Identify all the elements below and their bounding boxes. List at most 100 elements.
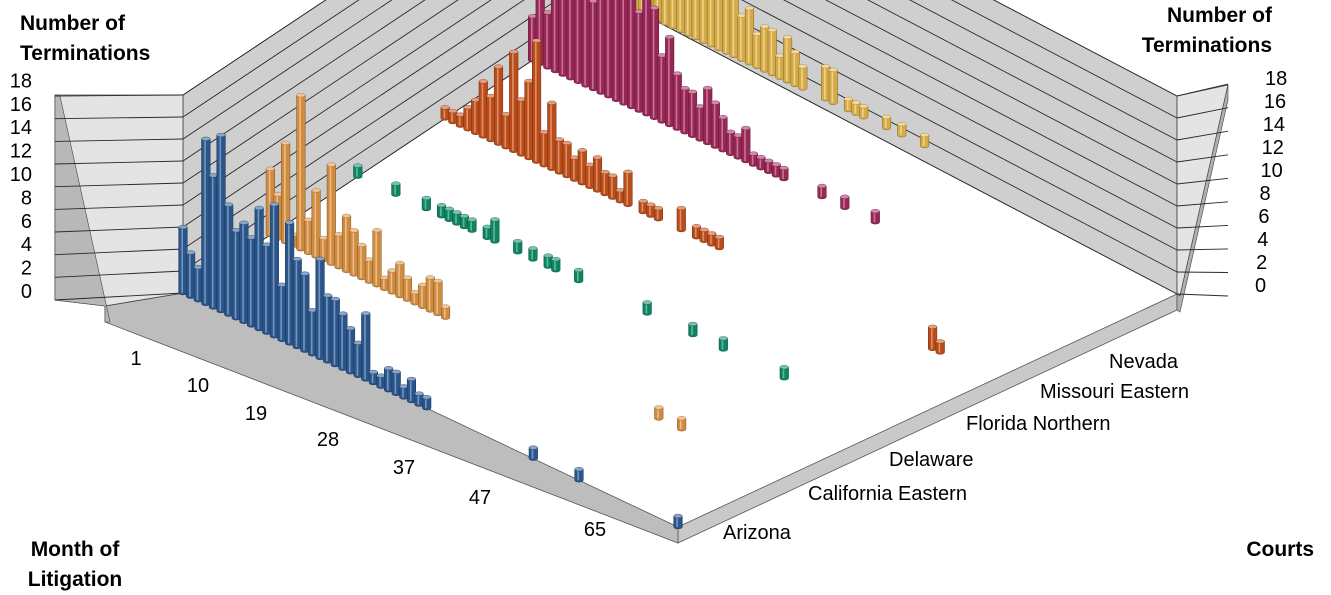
bar-highlight — [652, 7, 655, 118]
bar-top — [224, 202, 234, 207]
bar-body — [767, 29, 777, 77]
bar-top — [779, 165, 789, 171]
bar-top — [414, 391, 424, 396]
bar-highlight — [717, 0, 719, 49]
bar-top — [710, 100, 720, 105]
bar-top — [779, 365, 789, 370]
bar-top — [673, 513, 683, 519]
bar — [292, 256, 302, 350]
bar — [467, 217, 477, 233]
bar-top — [440, 105, 450, 110]
y-tick-label-right: 6 — [1258, 206, 1269, 228]
bar — [707, 231, 717, 247]
bar — [574, 267, 584, 284]
bar-top — [277, 282, 287, 287]
bar-top — [346, 326, 356, 331]
bar-top — [380, 275, 390, 280]
bar-body — [779, 167, 789, 182]
y-tick-label-left: 6 — [21, 211, 32, 233]
bar-highlight — [371, 372, 374, 383]
bar-body — [592, 157, 603, 193]
bar-highlight — [394, 371, 397, 394]
bar-top — [657, 53, 667, 58]
bar-body — [722, 0, 732, 55]
bar-top — [273, 192, 283, 197]
bar — [665, 34, 675, 128]
bar-highlight — [337, 234, 339, 268]
bar-top — [695, 104, 705, 109]
bar-top — [767, 27, 777, 33]
bar-highlight — [725, 0, 727, 53]
bar-top — [402, 275, 412, 280]
bar-body — [782, 36, 793, 84]
bar-highlight — [710, 233, 712, 245]
bar-highlight — [694, 226, 697, 238]
bar-highlight — [801, 66, 803, 89]
y-axis-title-left-line2: Terminations — [20, 42, 150, 65]
bar — [296, 93, 306, 252]
bar — [760, 24, 770, 73]
gridline — [182, 0, 1178, 163]
bar-highlight — [398, 263, 400, 296]
bar-top — [441, 304, 451, 309]
bar-highlight — [637, 11, 640, 111]
bar-highlight — [698, 106, 701, 140]
bar-highlight — [611, 175, 613, 198]
bar-highlight — [675, 73, 678, 129]
bar-top — [532, 38, 542, 43]
month-tick-label: 10 — [187, 375, 209, 397]
gridline — [54, 226, 184, 233]
bar-highlight — [546, 255, 549, 267]
bar — [311, 188, 321, 259]
bar-highlight — [782, 367, 785, 379]
gridline — [182, 0, 1178, 119]
bar-body — [680, 87, 690, 135]
bar-highlight — [387, 368, 389, 391]
bar — [395, 260, 405, 299]
y-tick-label-left: 8 — [21, 187, 32, 209]
bar-highlight — [512, 51, 514, 151]
bar-highlight — [820, 186, 822, 197]
bar — [574, 467, 584, 483]
bar — [615, 188, 625, 204]
bar — [440, 105, 450, 121]
bar — [642, 300, 652, 316]
bar-top — [482, 224, 492, 229]
bar-highlight — [740, 15, 742, 60]
gridline — [54, 160, 184, 165]
bar — [737, 13, 747, 62]
y-tick-label-right: 10 — [1261, 160, 1283, 182]
y-axis-title-right-line2: Terminations — [1142, 34, 1272, 57]
bar-highlight — [732, 0, 735, 56]
bar-highlight — [671, 0, 674, 28]
bar — [353, 163, 363, 179]
bar-top — [570, 155, 580, 160]
bar-top — [342, 213, 352, 218]
bar-body — [300, 273, 310, 353]
bar-highlight — [862, 106, 864, 118]
bar-body — [653, 207, 663, 222]
bar-highlight — [603, 172, 606, 194]
bar-top — [600, 169, 610, 175]
bar-top — [201, 136, 211, 141]
bar — [654, 405, 664, 421]
bar-body — [683, 0, 694, 37]
bar — [478, 79, 488, 139]
bar — [246, 235, 257, 328]
bar-top — [418, 282, 428, 287]
bar-body — [840, 196, 850, 210]
bar-top — [494, 64, 504, 69]
y-axis-title-left-line1: Number of — [20, 12, 126, 35]
bar-highlight — [288, 222, 290, 344]
gridline — [1176, 248, 1229, 251]
bar-highlight — [314, 190, 317, 257]
bar — [201, 136, 211, 306]
y-tick-label-right: 18 — [1265, 68, 1287, 90]
bar-highlight — [265, 244, 267, 333]
bar — [554, 137, 564, 175]
bar-top — [638, 198, 648, 204]
month-tick-label: 65 — [584, 519, 606, 541]
bar-top — [574, 467, 584, 472]
bar-highlight — [656, 208, 659, 220]
bar — [683, 0, 694, 37]
